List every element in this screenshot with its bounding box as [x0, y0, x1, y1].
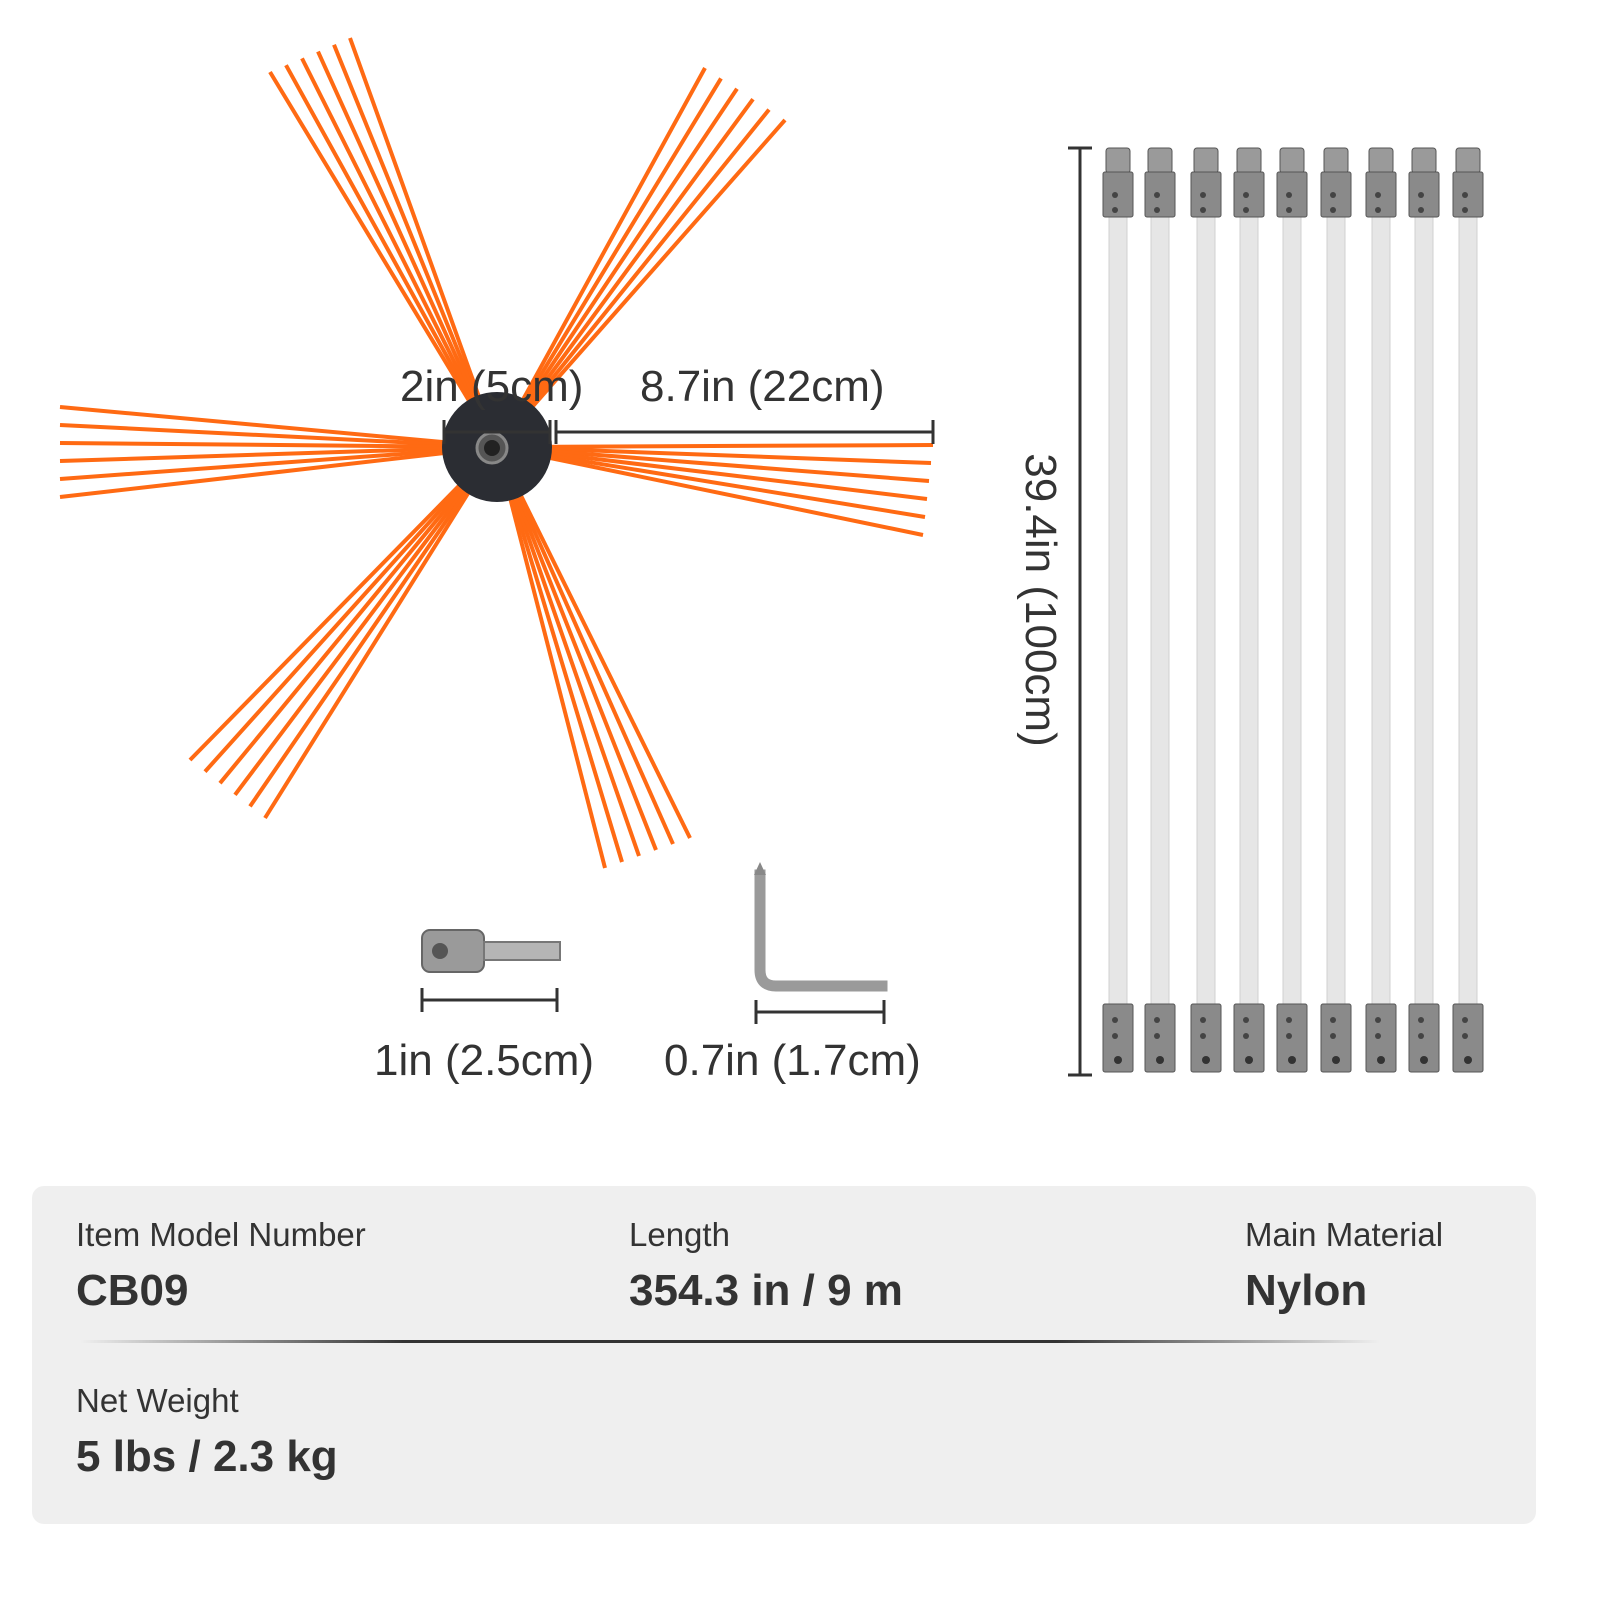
bristle: [496, 445, 924, 537]
wrench-dimension-label: 0.7in (1.7cm): [664, 1036, 921, 1085]
wrench-dimension-line: [754, 1000, 886, 1024]
bristle-dimension-label: 8.7in (22cm): [640, 362, 885, 411]
bristle: [496, 445, 932, 465]
bristle: [495, 108, 771, 449]
bristle: [218, 445, 499, 785]
bristle: [248, 445, 499, 808]
bristle: [495, 67, 707, 448]
bristle: [59, 445, 498, 463]
bristle: [495, 446, 641, 857]
bristle: [496, 445, 928, 501]
spec-model: Item Model Number CB09: [76, 1216, 366, 1316]
hub-dimension-line: [442, 420, 552, 444]
extension-rod: [1408, 147, 1440, 1073]
divider: [80, 1340, 1380, 1343]
bristle: [263, 445, 499, 820]
bristle: [59, 423, 498, 449]
bristle: [332, 44, 499, 448]
hex-wrench: [754, 869, 888, 992]
bristle: [495, 446, 658, 851]
extension-rod: [1190, 147, 1222, 1073]
extension-rod: [1102, 147, 1134, 1073]
extension-rod: [1452, 147, 1484, 1073]
adapter: [421, 929, 561, 973]
spec-label: Main Material: [1245, 1216, 1444, 1253]
wrench-tip: [754, 862, 766, 875]
bristle: [496, 443, 934, 449]
bristle: [316, 50, 499, 448]
adapter-dimension-line: [420, 988, 559, 1012]
rod-dimension-label: 39.4in (100cm): [1016, 453, 1065, 747]
spec-label: Net Weight: [76, 1382, 239, 1419]
extension-rod: [1276, 147, 1308, 1073]
bristle: [348, 37, 499, 448]
bristle: [495, 77, 723, 449]
bristle: [496, 445, 926, 519]
hub-dimension-label: 2in (5cm): [400, 362, 584, 411]
spec-value: CB09: [76, 1266, 189, 1315]
bristle: [496, 445, 930, 483]
extension-rod: [1144, 147, 1176, 1073]
bristle: [59, 441, 498, 449]
bristle: [268, 70, 499, 449]
bristle: [233, 445, 499, 797]
bristle: [495, 446, 692, 839]
brush-hub: [442, 392, 552, 502]
extension-rod: [1365, 147, 1397, 1073]
spec-weight: Net Weight 5 lbs / 2.3 kg: [76, 1382, 338, 1482]
rod-dimension-line: [1068, 146, 1092, 1077]
spec-value: Nylon: [1245, 1266, 1368, 1315]
spec-value: 5 lbs / 2.3 kg: [76, 1432, 338, 1481]
spec-label: Item Model Number: [76, 1216, 366, 1253]
spec-length: Length 354.3 in / 9 m: [629, 1216, 903, 1316]
extension-rod: [1233, 147, 1265, 1073]
bristle: [495, 446, 624, 863]
bristle: [188, 445, 499, 762]
bristle: [59, 445, 498, 481]
bristle: [59, 405, 498, 449]
adapter-dimension-label: 1in (2.5cm): [374, 1036, 595, 1085]
bristle: [495, 87, 739, 449]
bristle: [495, 446, 607, 869]
brush-bristles: [59, 37, 934, 869]
bristle: [203, 445, 499, 773]
extension-rod: [1320, 147, 1352, 1073]
spec-panel: Item Model Number CB09 Length 354.3 in /…: [32, 1186, 1536, 1524]
spec-label: Length: [629, 1216, 730, 1253]
extension-rods: [1102, 147, 1484, 1073]
bristle: [284, 64, 499, 448]
bristle: [495, 118, 787, 449]
spec-material: Main Material Nylon: [1245, 1216, 1443, 1316]
bristle-dimension-line: [554, 420, 935, 444]
spec-value: 354.3 in / 9 m: [629, 1266, 903, 1315]
bristle: [59, 445, 498, 499]
bristle: [495, 446, 675, 845]
bristle: [300, 57, 499, 448]
bristle: [495, 98, 755, 449]
